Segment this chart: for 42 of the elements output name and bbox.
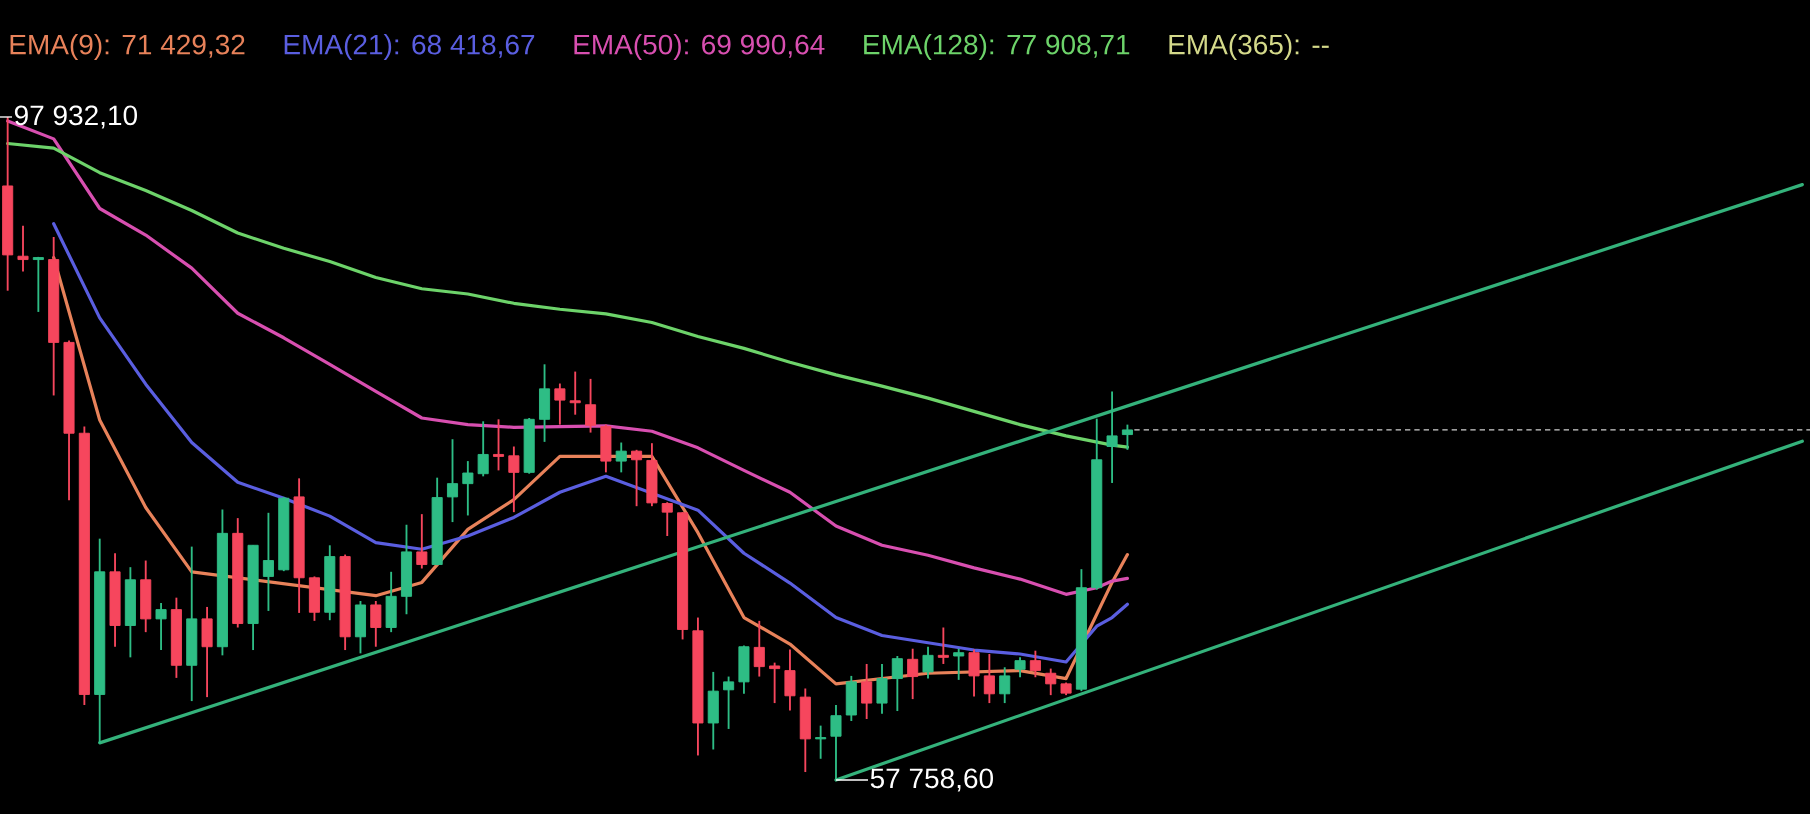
candlestick — [1014, 656, 1026, 679]
legend-label: EMA(365): -- — [1169, 33, 1329, 61]
candlestick — [1106, 390, 1118, 484]
annotation: 97 932,10 — [14, 105, 138, 129]
candlestick — [416, 513, 428, 570]
candlestick — [370, 600, 382, 648]
text: EMA(9): 71 429,32 — [10, 33, 245, 61]
candlestick — [907, 647, 919, 701]
candlestick — [446, 438, 459, 524]
candlestick — [508, 445, 520, 514]
candlestick — [631, 448, 643, 508]
candlestick — [983, 653, 995, 705]
candlestick — [585, 377, 597, 434]
candlestick — [891, 655, 903, 712]
candlestick — [999, 666, 1011, 705]
candlestick — [937, 626, 949, 665]
text: EMA(21): 68 418,67 — [284, 33, 535, 61]
candlestick — [922, 645, 934, 680]
candlestick — [815, 724, 827, 760]
candlestick — [953, 647, 965, 681]
candlestick — [155, 602, 167, 651]
text: EMA(50): 69 990,64 — [574, 33, 825, 61]
candlestick — [569, 370, 581, 416]
candlestick — [1029, 649, 1041, 679]
candlestick — [462, 460, 474, 517]
candlestick — [32, 255, 44, 313]
annotation: 57 758,60 — [870, 768, 993, 792]
candlestick — [968, 648, 980, 698]
candlestick — [17, 224, 29, 273]
candlestick — [554, 382, 566, 426]
candlestick — [861, 663, 873, 720]
candlestick — [661, 501, 673, 537]
candlestick — [723, 675, 735, 730]
candlestick — [1045, 667, 1057, 697]
candlestick — [1121, 423, 1133, 451]
candlestick — [769, 661, 781, 705]
candlestick — [477, 420, 489, 478]
candlestick — [262, 511, 274, 612]
text: EMA(128): 77 908,71 — [864, 33, 1130, 61]
candlestick — [753, 619, 765, 678]
candlestick — [615, 441, 627, 474]
candlestick — [492, 418, 505, 472]
